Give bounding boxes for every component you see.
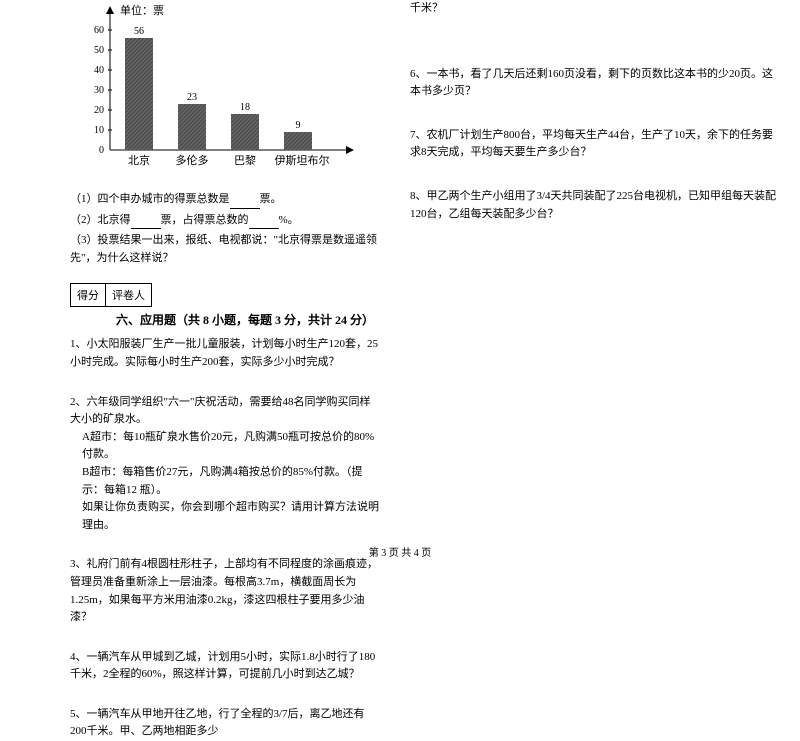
bar-value-1: 23 xyxy=(187,92,197,103)
chart-q3: （3）投票结果一出来，报纸、电视都说："北京得票是数遥遥领先"，为什么这样说？ xyxy=(70,232,380,267)
svg-text:30: 30 xyxy=(94,85,104,96)
svg-text:60: 60 xyxy=(94,25,104,36)
problem-8: 8、甲乙两个生产小组用了3/4天共同装配了225台电视机，已知甲组每天装配120… xyxy=(410,188,780,223)
chart-unit-label: 单位：票 xyxy=(120,3,164,17)
problem-5: 5、一辆汽车从甲地开往乙地，行了全程的3/7后，离乙地还有200千米。甲、乙两地… xyxy=(70,706,380,741)
svg-text:10: 10 xyxy=(94,125,104,136)
blank-input[interactable] xyxy=(230,198,260,209)
blank-input[interactable] xyxy=(131,218,161,229)
bar-label-0: 北京 xyxy=(128,153,150,167)
svg-text:20: 20 xyxy=(94,105,104,116)
bar-chart: 单位：票 60 50 40 30 20 10 0 56 北京 23 多伦多 xyxy=(70,0,380,183)
bar-label-2: 巴黎 xyxy=(234,153,256,167)
chart-q2: （2）北京得票，占得票总数的%。 xyxy=(70,212,380,230)
chart-q1: （1）四个申办城市的得票总数是票。 xyxy=(70,191,380,209)
svg-text:0: 0 xyxy=(99,145,104,156)
problem-7: 7、农机厂计划生产800台，平均每天生产44台，生产了10天，余下的任务要求8天… xyxy=(410,127,780,162)
svg-text:50: 50 xyxy=(94,45,104,56)
bar-value-3: 9 xyxy=(296,120,301,131)
problem-5-cont: 千米？ xyxy=(410,0,780,18)
section-title: 六、应用题（共 8 小题，每题 3 分，共计 24 分） xyxy=(70,311,380,328)
problem-2: 2、六年级同学组织"六一"庆祝活动，需要给48名同学购买同样大小的矿泉水。 A超… xyxy=(70,394,380,535)
problem-6: 6、一本书，看了几天后还剩160页没看，剩下的页数比这本书的少20页。这本书多少… xyxy=(410,66,780,101)
problem-1: 1、小太阳服装厂生产一批儿童服装，计划每小时生产120套，25小时完成。实际每小… xyxy=(70,336,380,371)
score-cell-right: 评卷人 xyxy=(106,283,152,307)
bar-value-2: 18 xyxy=(240,102,250,113)
score-box: 得分 评卷人 xyxy=(70,283,380,307)
problem-3: 3、礼府门前有4根圆柱形柱子，上部均有不同程度的涂画痕迹，管理员准备重新涂上一层… xyxy=(70,556,380,626)
bar-label-3: 伊斯坦布尔 xyxy=(275,153,330,167)
svg-text:40: 40 xyxy=(94,65,104,76)
score-cell-left: 得分 xyxy=(70,283,106,307)
bar-label-1: 多伦多 xyxy=(176,153,209,167)
problem-4: 4、一辆汽车从甲城到乙城，计划用5小时，实际1.8小时行了180千米，2全程的6… xyxy=(70,649,380,684)
bar-value-0: 56 xyxy=(134,26,144,37)
page-footer: 第 3 页 共 4 页 xyxy=(0,544,800,559)
blank-input[interactable] xyxy=(249,218,279,229)
